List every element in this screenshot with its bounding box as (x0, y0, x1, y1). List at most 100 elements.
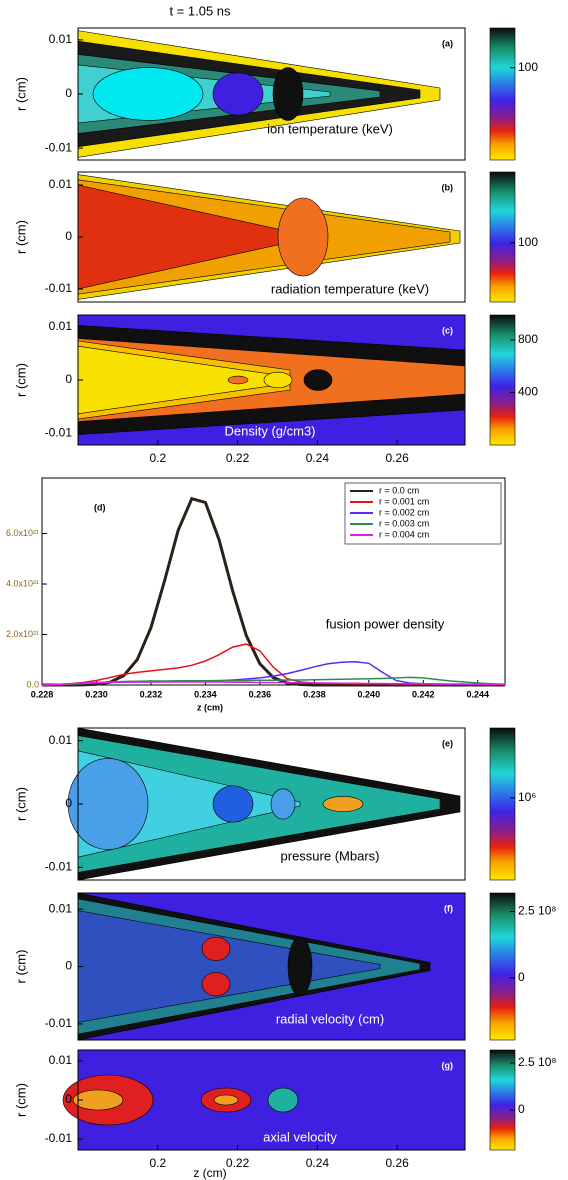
x-tick-label: 0.238 (303, 689, 326, 699)
colorbar-tick-label: 0 (518, 1102, 525, 1116)
series-line (41, 681, 505, 686)
y-tick-label: -0.01 (45, 860, 73, 874)
legend-label: r = 0.004 cm (379, 529, 429, 539)
colorbar (489, 314, 516, 446)
contour-core (277, 197, 329, 277)
y-tick-label: 0.01 (49, 319, 73, 333)
contour-core (201, 936, 231, 961)
y-tick-label: 2.0x10²¹ (6, 629, 39, 639)
y-axis-label: r (cm) (13, 787, 28, 821)
x-tick-label: 0.232 (140, 689, 163, 699)
annotation: axial velocity (263, 1129, 337, 1144)
contour-core (322, 796, 364, 812)
colorbar-tick-label: 100 (518, 235, 538, 249)
annotation: Density (g/cm3) (224, 423, 315, 438)
colorbar-tick-label: 800 (518, 332, 538, 346)
y-tick-label: 0 (65, 1092, 72, 1106)
annotation: ion temperature (keV) (267, 121, 393, 136)
colorbar (489, 1049, 516, 1151)
y-tick-label: 0 (65, 86, 72, 100)
contour-core (212, 72, 264, 116)
panel-label: (f) (444, 903, 453, 913)
y-axis-label: r (cm) (13, 363, 28, 397)
legend-label: r = 0.003 cm (379, 518, 429, 528)
y-tick-label: 0.01 (49, 177, 73, 191)
x-tick-label: 0.26 (385, 1156, 409, 1170)
y-axis-label: r (cm) (13, 77, 28, 111)
x-tick-label: 0.244 (466, 689, 489, 699)
legend-label: r = 0.0 cm (379, 485, 419, 495)
contour-core (92, 67, 204, 121)
y-tick-label: 0.01 (49, 1053, 73, 1067)
y-tick-label: 0 (65, 229, 72, 243)
contour-core (212, 785, 254, 823)
contour-core (263, 371, 293, 389)
contour-core (270, 788, 296, 820)
contour-core (67, 758, 149, 850)
legend-label: r = 0.002 cm (379, 507, 429, 517)
colorbar (489, 27, 516, 161)
x-tick-label: 0.234 (194, 689, 217, 699)
contour-core (267, 1087, 299, 1113)
y-tick-label: -0.01 (45, 425, 73, 439)
annotation: radiation temperature (keV) (271, 281, 429, 296)
x-tick-label: 0.2 (149, 1156, 166, 1170)
legend-label: r = 0.001 cm (379, 496, 429, 506)
contour-core (227, 375, 249, 385)
colorbar-tick-label: 400 (518, 385, 538, 399)
x-tick-label: 0.228 (31, 689, 54, 699)
colorbar (489, 171, 516, 303)
annotation: pressure (Mbars) (281, 848, 380, 863)
y-axis-label: r (cm) (13, 1083, 28, 1117)
colorbar-tick-label: 100 (518, 60, 538, 74)
y-tick-label: 0 (65, 796, 72, 810)
colorbar-tick-label: 2.5 10⁸ (518, 904, 556, 918)
y-axis-label: r (cm) (13, 950, 28, 984)
contour-core (287, 936, 313, 997)
y-tick-label: -0.01 (45, 281, 73, 295)
colorbar-tick-label: 0 (518, 970, 525, 984)
y-tick-label: -0.01 (45, 1016, 73, 1030)
panel-label: (d) (94, 502, 106, 512)
x-tick-label: 0.230 (85, 689, 108, 699)
panel-label: (g) (442, 1060, 454, 1070)
annotation: fusion power density (326, 616, 445, 631)
x-axis-label: z (cm) (197, 702, 223, 712)
panel-label: (e) (442, 738, 453, 748)
y-tick-label: 6.0x10²¹ (6, 528, 39, 538)
panel-label: (b) (442, 182, 454, 192)
x-tick-label: 0.242 (412, 689, 435, 699)
y-tick-label: 0 (65, 372, 72, 386)
y-tick-label: 0.01 (49, 733, 73, 747)
x-tick-label: 0.24 (306, 1156, 330, 1170)
panel-label: (c) (442, 325, 453, 335)
x-tick-label: 0.22 (226, 1156, 250, 1170)
x-tick-label: 0.26 (385, 451, 409, 465)
contour-core (72, 1089, 124, 1111)
y-axis-label: r (cm) (13, 220, 28, 254)
y-tick-label: 0.0 (26, 679, 39, 689)
figure-title: t = 1.05 ns (169, 3, 231, 18)
contour-core (303, 369, 333, 391)
colorbar (489, 892, 516, 1041)
x-tick-label: 0.236 (249, 689, 272, 699)
colorbar-tick-label: 2.5 10⁸ (518, 1055, 556, 1069)
contour-core (272, 67, 304, 121)
y-tick-label: -0.01 (45, 140, 73, 154)
x-axis-label: z (cm) (193, 1166, 226, 1180)
x-tick-label: 0.2 (149, 451, 166, 465)
y-tick-label: 0.01 (49, 901, 73, 915)
y-tick-label: 4.0x10²¹ (6, 578, 39, 588)
contour-core (213, 1094, 239, 1106)
colorbar (489, 727, 516, 881)
x-tick-label: 0.24 (306, 451, 330, 465)
series-line (42, 496, 505, 687)
panel-label: (a) (442, 38, 453, 48)
annotation: radial velocity (cm) (276, 1011, 384, 1026)
x-tick-label: 0.22 (226, 451, 250, 465)
contour-core (201, 972, 231, 997)
y-tick-label: -0.01 (45, 1131, 73, 1145)
colorbar-tick-label: 10⁶ (518, 790, 536, 804)
x-tick-label: 0.240 (358, 689, 381, 699)
